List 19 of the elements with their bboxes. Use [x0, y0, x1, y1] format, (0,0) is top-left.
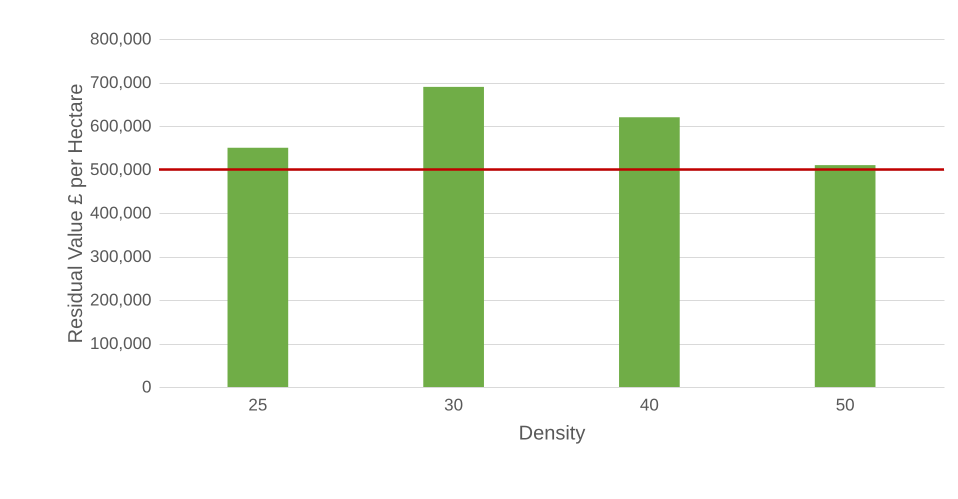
- y-tick-label: 200,000: [90, 290, 152, 310]
- y-tick-label: 100,000: [90, 334, 152, 353]
- x-axis-title: Density: [518, 422, 586, 444]
- bar: [228, 148, 288, 387]
- bar: [814, 165, 876, 387]
- y-tick-label: 300,000: [90, 247, 152, 266]
- y-tick-label: 0: [142, 378, 152, 396]
- x-tick-label: 50: [836, 396, 855, 414]
- x-tick-label: 30: [444, 396, 464, 414]
- x-tick-label: 40: [640, 396, 659, 414]
- y-tick-label: 400,000: [90, 204, 152, 222]
- y-tick-label: 700,000: [90, 73, 152, 92]
- x-tick-label: 25: [248, 396, 268, 414]
- bar: [619, 117, 680, 387]
- y-axis-title: Residual Value £ per Hectare: [65, 84, 88, 344]
- bar: [423, 86, 484, 387]
- y-tick-label: 800,000: [90, 30, 152, 48]
- y-tick-label: 500,000: [90, 160, 152, 179]
- y-tick-label: 600,000: [90, 116, 152, 136]
